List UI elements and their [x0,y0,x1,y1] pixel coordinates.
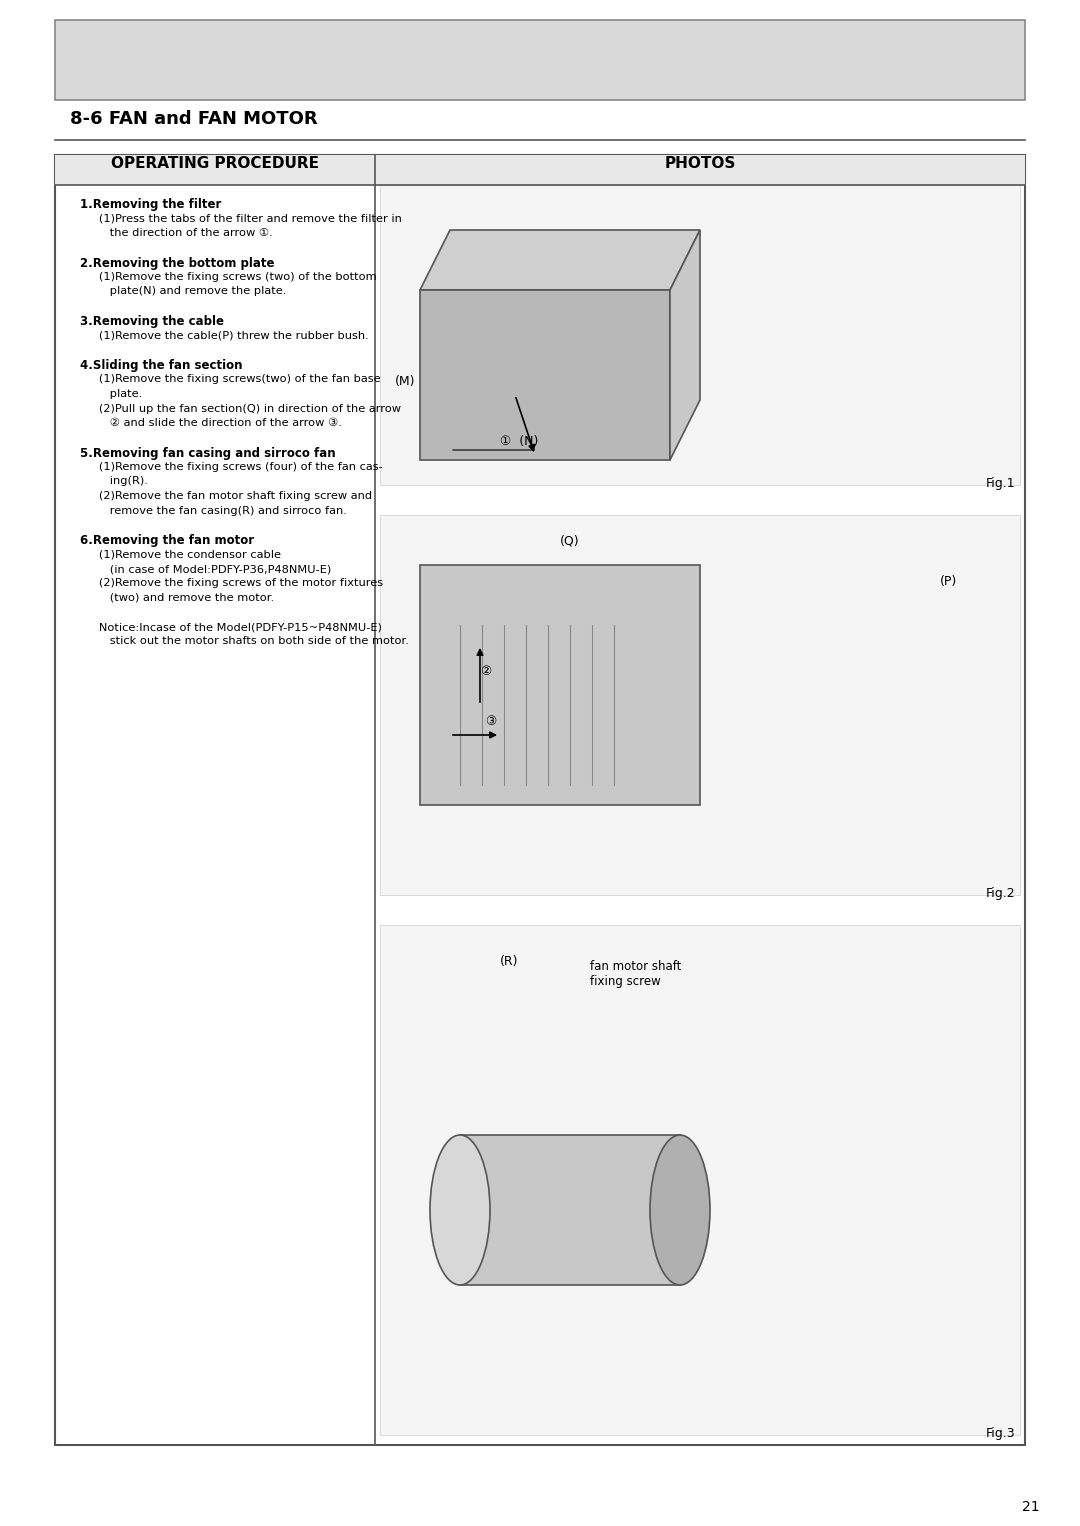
Text: (2)Remove the fan motor shaft fixing screw and: (2)Remove the fan motor shaft fixing scr… [87,491,373,501]
Text: 2.Removing the bottom plate: 2.Removing the bottom plate [80,256,274,270]
Bar [375,156,1025,185]
Text: PHOTOS: PHOTOS [664,156,735,171]
Text: (2)Remove the fixing screws of the motor fixtures: (2)Remove the fixing screws of the motor… [87,578,383,589]
Text: (in case of Model:PDFY-P36,P48NMU-E): (in case of Model:PDFY-P36,P48NMU-E) [87,565,332,574]
Text: ② and slide the direction of the arrow ③.: ② and slide the direction of the arrow ③… [87,418,342,427]
Text: OPERATING PROCEDURE: OPERATING PROCEDURE [111,156,319,171]
Text: the direction of the arrow ①.: the direction of the arrow ①. [87,227,273,238]
Text: 5.Removing fan casing and sirroco fan: 5.Removing fan casing and sirroco fan [80,447,336,459]
Bar [380,514,1020,896]
Ellipse shape [650,1135,710,1285]
Text: plate.: plate. [87,389,143,398]
Text: (1)Remove the cable(P) threw the rubber bush.: (1)Remove the cable(P) threw the rubber … [87,331,368,340]
Text: (two) and remove the motor.: (two) and remove the motor. [87,594,274,603]
Text: stick out the motor shafts on both side of the motor.: stick out the motor shafts on both side … [87,636,409,647]
Bar [420,565,700,806]
Text: 8-6 FAN and FAN MOTOR: 8-6 FAN and FAN MOTOR [70,110,318,128]
Text: 21: 21 [1023,1500,1040,1514]
Polygon shape [420,290,670,459]
Text: (2)Pull up the fan section(Q) in direction of the arrow: (2)Pull up the fan section(Q) in directi… [87,403,401,414]
Text: plate(N) and remove the plate.: plate(N) and remove the plate. [87,287,286,296]
Bar [380,185,1020,485]
Text: (1)Remove the condensor cable: (1)Remove the condensor cable [87,549,281,560]
Text: Fig.3: Fig.3 [985,1427,1015,1441]
Text: (1)Remove the fixing screws(two) of the fan base: (1)Remove the fixing screws(two) of the … [87,374,380,385]
Text: 3.Removing the cable: 3.Removing the cable [80,314,224,328]
Text: (Q): (Q) [561,536,580,548]
Text: 1.Removing the filter: 1.Removing the filter [80,198,221,211]
Text: (1)Press the tabs of the filter and remove the filter in: (1)Press the tabs of the filter and remo… [87,214,402,223]
Polygon shape [670,230,700,459]
Text: ③: ③ [485,716,496,728]
Bar [55,156,1025,1445]
Text: (P): (P) [940,575,957,588]
Text: fan motor shaft
fixing screw: fan motor shaft fixing screw [590,960,681,987]
Text: (R): (R) [500,955,518,967]
Bar [380,925,1020,1434]
Ellipse shape [430,1135,490,1285]
Text: (M): (M) [395,375,416,388]
Text: (1)Remove the fixing screws (two) of the bottom: (1)Remove the fixing screws (two) of the… [87,272,377,282]
Text: ing(R).: ing(R). [87,476,148,487]
Text: (1)Remove the fixing screws (four) of the fan cas-: (1)Remove the fixing screws (four) of th… [87,462,382,472]
FancyBboxPatch shape [55,20,1025,101]
Polygon shape [420,230,700,290]
Bar [55,156,375,185]
Text: ②: ② [480,665,491,678]
Bar [460,1135,680,1285]
Text: 4.Sliding the fan section: 4.Sliding the fan section [80,359,243,372]
Text: 6.Removing the fan motor: 6.Removing the fan motor [80,534,254,546]
Text: Fig.1: Fig.1 [985,478,1015,490]
Text: ①  (N): ① (N) [500,435,538,449]
Text: Fig.2: Fig.2 [985,887,1015,900]
Text: remove the fan casing(R) and sirroco fan.: remove the fan casing(R) and sirroco fan… [87,505,347,516]
Text: Notice:Incase of the Model(PDFY-P15~P48NMU-E): Notice:Incase of the Model(PDFY-P15~P48N… [87,623,382,632]
